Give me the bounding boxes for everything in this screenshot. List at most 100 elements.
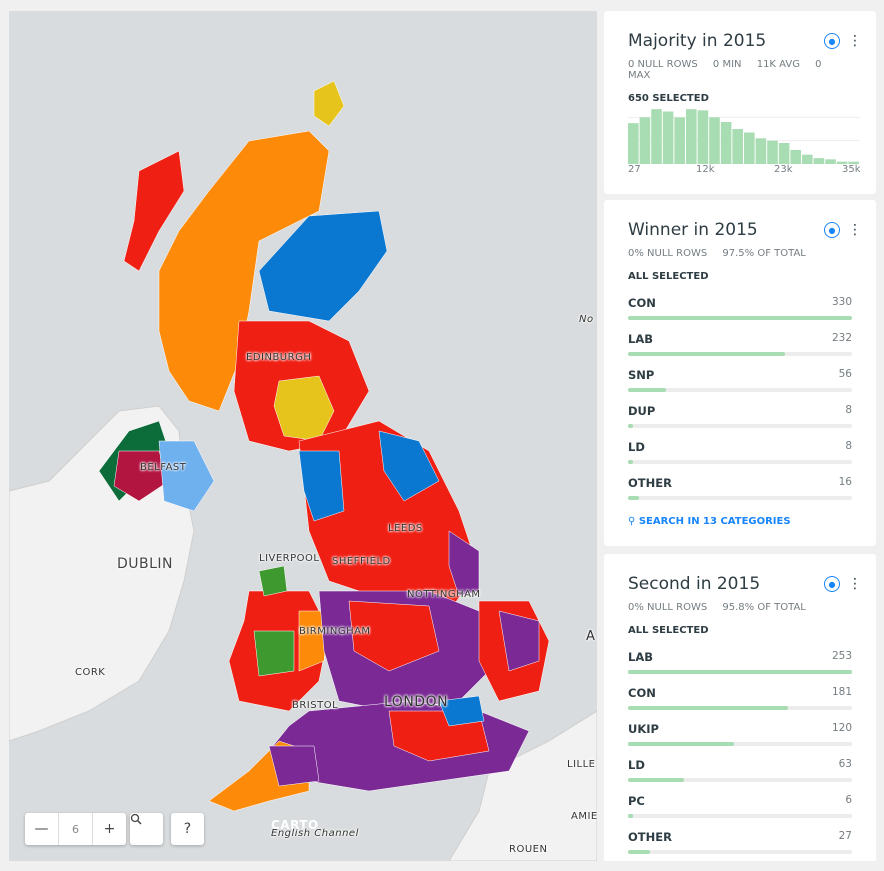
category-list: CON 330 LAB 232 SNP 56 DUP 8 LD 8 OTHER 16: [628, 288, 852, 504]
widget-majority: Majority in 2015 ● ⋮ 0 NULL ROWS 0 MIN 1…: [604, 11, 876, 194]
widget-title: Majority in 2015: [628, 31, 767, 51]
sea-label-english-channel: English Channel: [271, 828, 359, 839]
category-label: SNP: [628, 368, 655, 382]
category-count: 330: [831, 296, 852, 308]
category-row[interactable]: LAB 232: [628, 324, 852, 360]
category-row[interactable]: OTHER 16: [628, 468, 852, 504]
city-label-bristol: BRISTOL: [292, 700, 339, 711]
ni-dup: [113, 450, 170, 502]
category-row[interactable]: SNP 56: [628, 360, 852, 396]
category-row[interactable]: PC 6: [628, 786, 852, 822]
stat-avg: 11K AVG: [756, 59, 800, 70]
histogram-bar[interactable]: [790, 150, 801, 164]
category-bar-track: [628, 742, 852, 746]
histogram-bar[interactable]: [639, 117, 651, 164]
stat-of-total: 97.5% OF TOTAL: [722, 248, 806, 259]
histogram-bar[interactable]: [825, 159, 836, 164]
category-row[interactable]: LD 8: [628, 432, 852, 468]
widget-stats: 0% NULL ROWS 95.8% OF TOTAL: [628, 602, 852, 613]
category-count: 56: [838, 368, 852, 380]
histogram-bar[interactable]: [709, 117, 720, 164]
category-list: LAB 253 CON 181 UKIP 120 LD 63 PC 6 OTHER 27: [628, 642, 852, 858]
city-label-edinburgh: EDINBURGH: [246, 352, 312, 363]
carto-attribution: CARTO: [271, 818, 319, 832]
yorkshire-con: [378, 430, 440, 502]
search-categories-label: SEARCH IN 13 CATEGORIES: [638, 516, 791, 527]
city-label-sheffield: SHEFFIELD: [332, 556, 391, 567]
category-label: PC: [628, 794, 645, 808]
histogram-bar[interactable]: [732, 129, 743, 164]
category-label: LAB: [628, 650, 653, 664]
more-options-icon[interactable]: ⋮: [848, 576, 862, 592]
histogram-bar[interactable]: [813, 158, 825, 164]
selected-count: 650 SELECTED: [628, 93, 709, 104]
histogram-bar[interactable]: [674, 117, 685, 164]
category-row[interactable]: OTHER 27: [628, 822, 852, 858]
category-bar-fill: [628, 496, 640, 500]
category-count: 63: [838, 758, 852, 770]
widgets-panel[interactable]: Majority in 2015 ● ⋮ 0 NULL ROWS 0 MIN 1…: [604, 11, 876, 861]
search-categories-link[interactable]: ⚲ SEARCH IN 13 CATEGORIES: [628, 516, 852, 527]
help-button[interactable]: ?: [171, 813, 204, 845]
election-map[interactable]: [9, 11, 597, 861]
zoom-in-button[interactable]: +: [103, 821, 116, 837]
histogram-ticks: 27 12k 23k 35k: [628, 164, 861, 178]
city-label-lille: LILLE: [567, 759, 596, 770]
city-label-nottingham: NOTTINGHAM: [407, 589, 481, 600]
city-label-leeds: LEEDS: [388, 523, 423, 534]
histogram-bar[interactable]: [848, 161, 859, 164]
histogram-bar[interactable]: [802, 154, 813, 164]
histogram-bar[interactable]: [836, 161, 848, 164]
category-label: OTHER: [628, 830, 672, 844]
stat-min: 0 MIN: [712, 59, 742, 70]
color-drop-icon[interactable]: ●: [824, 222, 840, 238]
selected-status: ALL SELECTED: [628, 271, 709, 282]
category-row[interactable]: UKIP 120: [628, 714, 852, 750]
widget-stats: 0% NULL ROWS 97.5% OF TOTAL: [628, 248, 852, 259]
category-bar-fill: [628, 706, 789, 710]
more-options-icon[interactable]: ⋮: [848, 222, 862, 238]
zoom-out-button[interactable]: —: [34, 821, 49, 837]
histogram-bar[interactable]: [628, 123, 639, 164]
tick-label: 12k: [696, 164, 715, 175]
widget-title: Winner in 2015: [628, 220, 758, 240]
category-row[interactable]: DUP 8: [628, 396, 852, 432]
color-drop-icon[interactable]: ●: [824, 576, 840, 592]
widget-icons: ● ⋮: [824, 222, 862, 238]
histogram-bar[interactable]: [662, 111, 674, 165]
map-search-button[interactable]: [130, 813, 163, 845]
histogram-bar[interactable]: [767, 140, 778, 164]
help-label: ?: [183, 821, 192, 837]
region-label-a: A: [586, 629, 596, 644]
city-label-dublin: DUBLIN: [117, 556, 174, 572]
histogram-bar[interactable]: [651, 109, 662, 164]
category-bar-track: [628, 778, 852, 782]
city-label-rouen: ROUEN: [509, 844, 548, 855]
category-row[interactable]: LAB 253: [628, 642, 852, 678]
category-label: DUP: [628, 404, 656, 418]
histogram-bar[interactable]: [778, 143, 790, 164]
city-label-cork: CORK: [75, 667, 106, 678]
color-drop-icon[interactable]: ●: [824, 33, 840, 49]
category-label: LAB: [628, 332, 653, 346]
histogram-bar[interactable]: [697, 110, 709, 164]
histogram-bar[interactable]: [686, 109, 697, 164]
more-options-icon[interactable]: ⋮: [848, 33, 862, 49]
category-bar-fill: [628, 388, 667, 392]
majority-histogram[interactable]: [628, 108, 860, 164]
category-bar-track: [628, 424, 852, 428]
histogram-bar[interactable]: [744, 132, 755, 165]
map-view[interactable]: EDINBURGH BELFAST DUBLIN LEEDS LIVERPOOL…: [9, 11, 597, 861]
histogram-bar[interactable]: [720, 122, 732, 164]
category-count: 120: [831, 722, 852, 734]
category-row[interactable]: CON 330: [628, 288, 852, 324]
histogram-bar[interactable]: [755, 138, 767, 164]
city-label-london: LONDON: [384, 694, 449, 710]
category-label: OTHER: [628, 476, 672, 490]
city-label-birmingham: BIRMINGHAM: [299, 626, 371, 637]
category-count: 253: [831, 650, 852, 662]
category-row[interactable]: CON 181: [628, 678, 852, 714]
category-count: 8: [845, 404, 852, 416]
category-row[interactable]: LD 63: [628, 750, 852, 786]
stat-null-rows: 0% NULL ROWS: [628, 248, 708, 259]
